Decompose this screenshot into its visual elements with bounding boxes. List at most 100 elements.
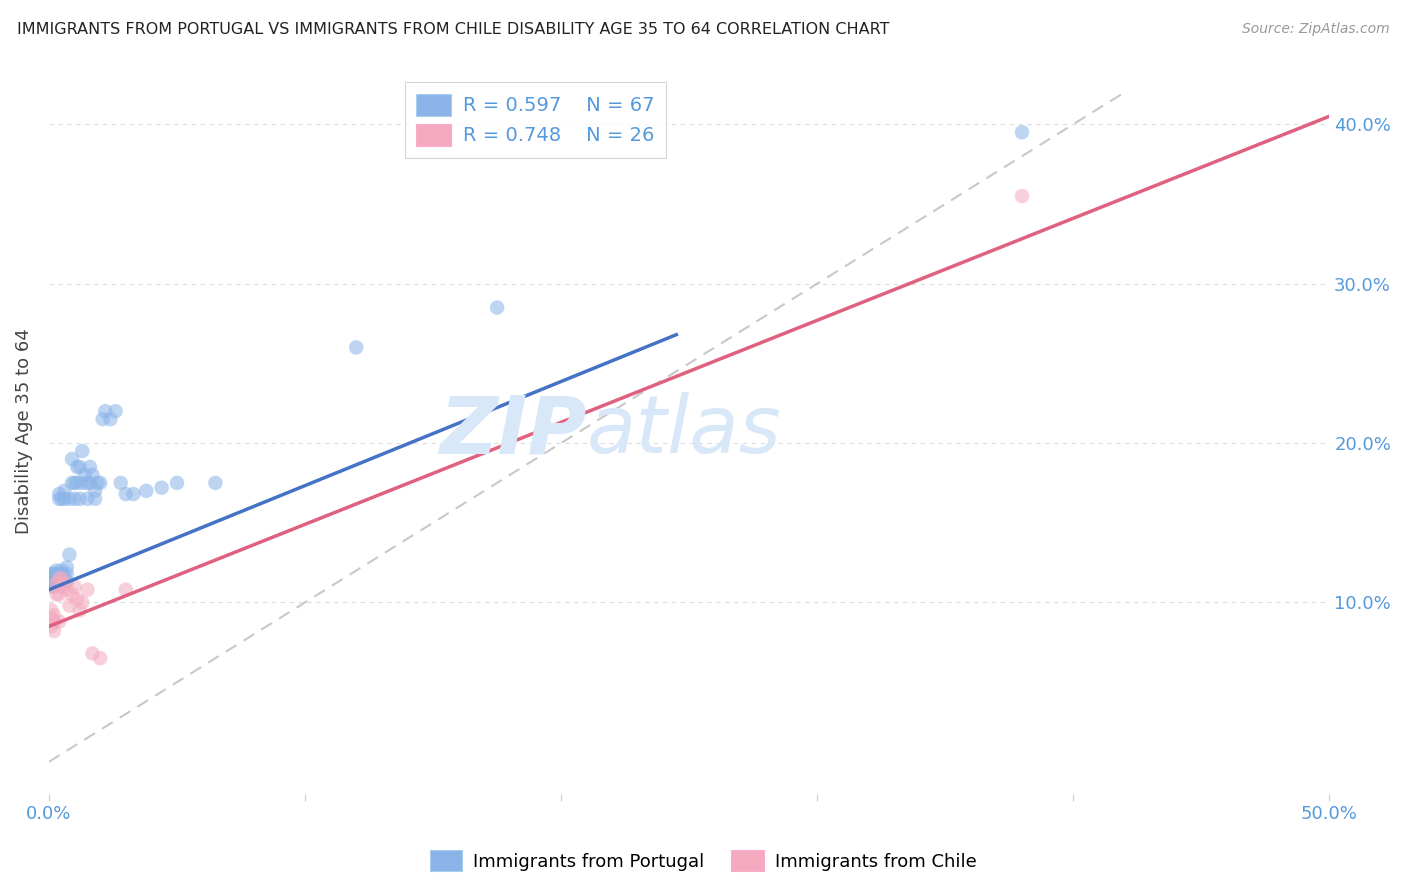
Point bbox=[58, 599, 80, 613]
Point bbox=[48, 487, 70, 501]
Point bbox=[42, 624, 65, 639]
Point bbox=[344, 340, 367, 354]
Point bbox=[72, 595, 94, 609]
Point bbox=[486, 301, 509, 315]
Point bbox=[60, 475, 83, 490]
Point bbox=[42, 579, 65, 593]
Point bbox=[42, 566, 65, 581]
Point bbox=[79, 475, 101, 490]
Point bbox=[72, 444, 94, 458]
Point bbox=[41, 576, 63, 591]
Point bbox=[51, 579, 73, 593]
Point bbox=[76, 475, 98, 490]
Point bbox=[41, 579, 63, 593]
Point bbox=[66, 475, 89, 490]
Point bbox=[53, 491, 76, 506]
Point bbox=[41, 566, 63, 581]
Point bbox=[51, 566, 73, 581]
Point bbox=[84, 491, 107, 506]
Point bbox=[45, 566, 67, 581]
Point bbox=[41, 611, 63, 625]
Text: ZIP: ZIP bbox=[439, 392, 586, 470]
Point bbox=[42, 574, 65, 589]
Point bbox=[48, 587, 70, 601]
Point bbox=[82, 647, 104, 661]
Point bbox=[82, 467, 104, 482]
Point bbox=[45, 587, 67, 601]
Point bbox=[48, 574, 70, 589]
Point bbox=[48, 572, 70, 586]
Point bbox=[45, 568, 67, 582]
Point bbox=[114, 487, 136, 501]
Point bbox=[42, 615, 65, 629]
Point bbox=[48, 576, 70, 591]
Point bbox=[1011, 125, 1033, 139]
Point bbox=[56, 574, 79, 589]
Y-axis label: Disability Age 35 to 64: Disability Age 35 to 64 bbox=[15, 328, 32, 534]
Point bbox=[48, 572, 70, 586]
Point bbox=[45, 576, 67, 591]
Point bbox=[42, 576, 65, 591]
Point bbox=[94, 404, 117, 418]
Point bbox=[84, 483, 107, 498]
Point bbox=[69, 603, 91, 617]
Point bbox=[104, 404, 127, 418]
Point bbox=[63, 579, 86, 593]
Point bbox=[41, 603, 63, 617]
Point bbox=[72, 475, 94, 490]
Point bbox=[51, 576, 73, 591]
Point bbox=[150, 481, 173, 495]
Point bbox=[56, 582, 79, 597]
Point bbox=[63, 475, 86, 490]
Point bbox=[48, 491, 70, 506]
Text: atlas: atlas bbox=[586, 392, 782, 470]
Point bbox=[41, 619, 63, 633]
Legend: Immigrants from Portugal, Immigrants from Chile: Immigrants from Portugal, Immigrants fro… bbox=[422, 843, 984, 879]
Point bbox=[60, 587, 83, 601]
Point bbox=[51, 491, 73, 506]
Point bbox=[135, 483, 157, 498]
Point bbox=[76, 491, 98, 506]
Legend: R = 0.597    N = 67, R = 0.748    N = 26: R = 0.597 N = 67, R = 0.748 N = 26 bbox=[405, 82, 666, 158]
Point bbox=[56, 560, 79, 574]
Point bbox=[89, 651, 111, 665]
Point bbox=[91, 412, 114, 426]
Text: IMMIGRANTS FROM PORTUGAL VS IMMIGRANTS FROM CHILE DISABILITY AGE 35 TO 64 CORREL: IMMIGRANTS FROM PORTUGAL VS IMMIGRANTS F… bbox=[17, 22, 890, 37]
Point bbox=[42, 568, 65, 582]
Point bbox=[53, 483, 76, 498]
Point bbox=[45, 574, 67, 589]
Point bbox=[56, 566, 79, 581]
Point bbox=[60, 452, 83, 467]
Point bbox=[51, 564, 73, 578]
Point bbox=[79, 459, 101, 474]
Point bbox=[122, 487, 145, 501]
Point bbox=[45, 564, 67, 578]
Text: Source: ZipAtlas.com: Source: ZipAtlas.com bbox=[1241, 22, 1389, 37]
Point bbox=[69, 459, 91, 474]
Point bbox=[1011, 189, 1033, 203]
Point bbox=[86, 475, 108, 490]
Point bbox=[89, 475, 111, 490]
Point bbox=[166, 475, 188, 490]
Point bbox=[69, 491, 91, 506]
Point bbox=[53, 576, 76, 591]
Point bbox=[41, 572, 63, 586]
Point bbox=[110, 475, 132, 490]
Point bbox=[73, 467, 96, 482]
Point bbox=[42, 608, 65, 623]
Point bbox=[41, 573, 63, 587]
Point bbox=[48, 615, 70, 629]
Point bbox=[204, 475, 226, 490]
Point bbox=[58, 491, 80, 506]
Point bbox=[45, 572, 67, 586]
Point bbox=[66, 592, 89, 607]
Point bbox=[76, 582, 98, 597]
Point bbox=[42, 572, 65, 586]
Point bbox=[100, 412, 122, 426]
Point bbox=[63, 491, 86, 506]
Point bbox=[58, 548, 80, 562]
Point bbox=[66, 459, 89, 474]
Point bbox=[53, 568, 76, 582]
Point bbox=[114, 582, 136, 597]
Point bbox=[51, 572, 73, 586]
